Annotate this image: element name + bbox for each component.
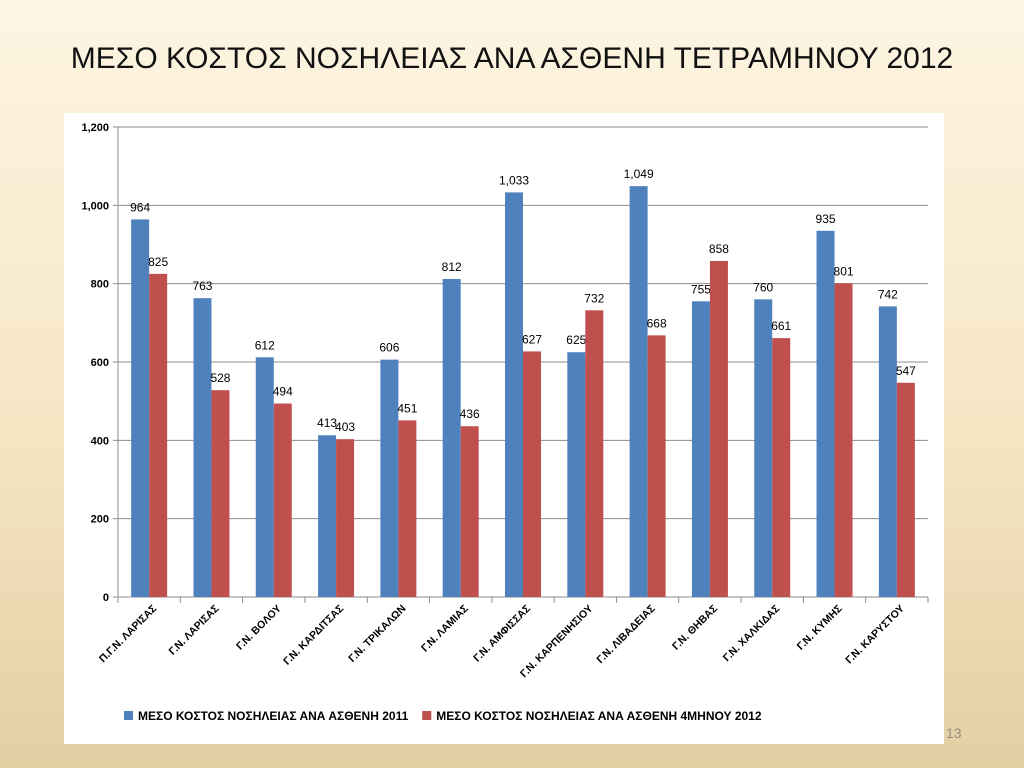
- x-tick-label: Γ.Ν. ΑΜΦΙΣΣΑΣ: [471, 603, 533, 665]
- data-label: 451: [397, 401, 417, 415]
- data-label: 494: [273, 385, 293, 399]
- data-label: 935: [816, 212, 836, 226]
- x-tick-label: Γ.Ν. ΤΡΙΚΑΛΩΝ: [346, 603, 408, 665]
- data-label: 547: [896, 364, 916, 378]
- data-label: 825: [148, 255, 168, 269]
- slide-title: ΜΕΣΟ ΚΟΣΤΟΣ ΝΟΣΗΛΕΙΑΣ ΑΝΑ ΑΣΘΕΝΗ ΤΕΤΡΑΜΗ…: [70, 42, 954, 75]
- bar: [772, 338, 791, 597]
- data-label: 760: [753, 280, 773, 294]
- bar: [878, 306, 897, 597]
- data-label: 436: [460, 407, 480, 421]
- x-tick-label: Γ.Ν. ΛΑΜΙΑΣ: [419, 603, 471, 655]
- y-tick-label: 400: [91, 435, 109, 447]
- bar: [834, 283, 853, 597]
- x-tick-label: Γ.Ν. ΚΑΡΥΣΤΟΥ: [843, 603, 907, 667]
- y-tick-label: 200: [91, 514, 109, 526]
- bar: [318, 435, 337, 597]
- bar: [754, 299, 773, 597]
- chart-panel: 0 200 400 600 800 1,000 1,200 964 825 Π.Γ.Ν. ΛΑΡΙ…: [64, 113, 944, 744]
- y-tick-label: 600: [91, 357, 109, 369]
- bar: [585, 310, 604, 597]
- data-label: 858: [709, 242, 729, 256]
- bar: [442, 278, 461, 597]
- y-tick-label: 1,200: [81, 122, 109, 134]
- data-label: 413: [317, 416, 337, 430]
- bar: [336, 439, 355, 597]
- data-label: 755: [691, 282, 711, 296]
- data-label: 668: [647, 316, 667, 330]
- data-label: 661: [771, 319, 791, 333]
- data-label: 1,033: [499, 173, 529, 187]
- bar: [709, 260, 728, 597]
- y-tick-label: 1,000: [81, 200, 109, 212]
- x-tick-label: Γ.Ν. ΚΥΜΗΣ: [795, 603, 845, 653]
- y-tick-label: 0: [103, 592, 109, 604]
- data-label: 964: [130, 200, 150, 214]
- legend-swatch: [422, 711, 432, 720]
- x-tick-label: Γ.Ν. ΒΟΛΟΥ: [234, 603, 284, 653]
- page-number: 13: [946, 725, 962, 741]
- bar: [816, 230, 835, 597]
- data-label: 1,049: [624, 167, 654, 181]
- bar: [523, 351, 541, 597]
- legend-label: ΜΕΣΟ ΚΟΣΤΟΣ ΝΟΣΗΛΕΙΑΣ ΑΝΑ ΑΣΘΕΝΗ 2011: [138, 709, 409, 723]
- x-tick-label: Γ.Ν. ΛΙΒΑΔΕΙΑΣ: [594, 603, 657, 666]
- bar: [149, 273, 168, 597]
- data-label: 812: [442, 260, 462, 274]
- bar: [896, 382, 915, 597]
- data-label: 627: [522, 332, 542, 346]
- data-label: 606: [379, 341, 399, 355]
- data-label: 528: [210, 371, 230, 385]
- data-label: 625: [566, 333, 586, 347]
- bar: [211, 390, 230, 597]
- bar: [567, 352, 586, 597]
- bar: [460, 426, 479, 597]
- bar: [255, 357, 274, 597]
- data-label: 612: [255, 338, 275, 352]
- bar: [691, 301, 710, 597]
- x-tick-label: Γ.Ν. ΘΗΒΑΣ: [670, 603, 720, 653]
- data-label: 732: [584, 291, 604, 305]
- bar: [380, 359, 399, 597]
- x-tick-label: Π.Γ.Ν. ΛΑΡΙΣΑΣ: [97, 603, 159, 665]
- x-tick-label: Γ.Ν. ΚΑΡΔΙΤΣΑΣ: [281, 603, 346, 668]
- data-label: 742: [878, 287, 898, 301]
- bar: [398, 420, 417, 597]
- x-tick-label: Γ.Ν. ΛΑΡΙΣΑΣ: [167, 603, 222, 658]
- data-label: 763: [192, 279, 212, 293]
- bar: [131, 219, 150, 597]
- legend-label: ΜΕΣΟ ΚΟΣΤΟΣ ΝΟΣΗΛΕΙΑΣ ΑΝΑ ΑΣΘΕΝΗ 4ΜΗΝΟΥ …: [436, 709, 762, 723]
- x-tick-label: Γ.Ν. ΧΑΛΚΙΔΑΣ: [721, 603, 783, 665]
- bar: [629, 186, 648, 597]
- y-tick-label: 800: [91, 279, 109, 291]
- legend-swatch: [124, 711, 133, 720]
- bar: [193, 298, 212, 597]
- data-label: 403: [335, 420, 355, 434]
- bar: [505, 192, 523, 597]
- bar: [647, 335, 666, 597]
- bar: [273, 403, 292, 597]
- bar-chart: 0 200 400 600 800 1,000 1,200 964 825 Π.Γ.Ν. ΛΑΡΙ…: [81, 122, 929, 723]
- data-label: 801: [834, 264, 854, 278]
